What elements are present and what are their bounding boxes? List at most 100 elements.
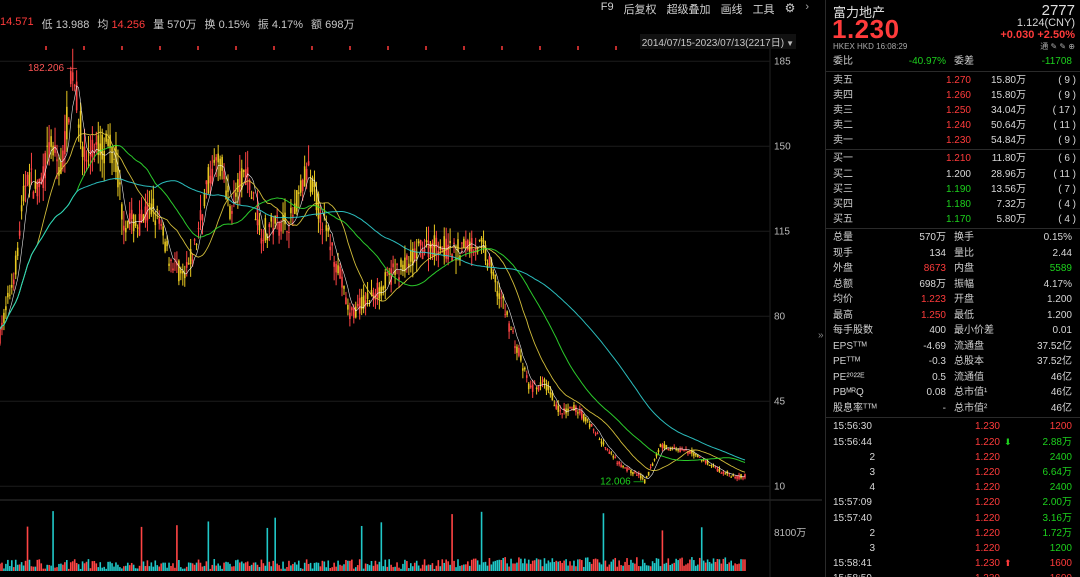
candle-body <box>620 464 622 468</box>
chevron-right-icon[interactable]: › <box>805 1 809 13</box>
candle-body <box>244 169 247 185</box>
candle-body <box>496 291 499 297</box>
bid-row[interactable]: 买一 1.210 11.80万 ( 6 ) <box>826 151 1080 166</box>
candle-body <box>73 85 76 87</box>
bid-row[interactable]: 买三 1.190 13.56万 ( 7 ) <box>826 182 1080 197</box>
candle-body <box>36 181 39 197</box>
candle-body <box>636 474 638 476</box>
ask-label: 卖三 <box>833 104 853 116</box>
volume-bar <box>14 559 17 571</box>
volume-bar <box>492 561 495 571</box>
candle-body <box>681 448 683 451</box>
candle-body <box>435 237 438 248</box>
quick-action-icons[interactable]: 通 ✎ ✎ ⊕ <box>1040 42 1075 51</box>
volume-bar <box>390 564 392 571</box>
menu-adjust[interactable]: 后复权 <box>623 4 657 16</box>
trade-volume: 2.88万 <box>1042 436 1072 448</box>
volume-bar <box>744 559 746 571</box>
volume-bar <box>730 560 733 571</box>
volume-bar <box>254 562 257 571</box>
stat-row: PBᴹᴿQ 0.08 总市值¹ 46亿 <box>826 385 1080 401</box>
date-range-selector[interactable]: 2014/07/15-2023/07/13(2217日) ▼ <box>639 34 796 49</box>
menu-overlay[interactable]: 超级叠加 <box>666 4 711 16</box>
kline-chart[interactable]: 185 150 115 80 45 10 182.206 — 12.006 — 8100万 <box>0 34 822 577</box>
stat-value: 134 <box>929 247 946 259</box>
ask-row[interactable]: 卖二 1.240 50.64万 ( 11 ) <box>826 118 1080 133</box>
trade-time: 2 <box>869 451 875 463</box>
candle-body <box>339 266 341 279</box>
ask-count: ( 9 ) <box>1058 74 1076 86</box>
candle-body <box>600 441 603 444</box>
candle-body <box>215 157 218 161</box>
gear-icon[interactable]: ⚙ <box>784 1 796 15</box>
candle-body <box>726 471 729 474</box>
volume-bar <box>138 565 141 571</box>
stat-value: 0.15% <box>1043 232 1072 244</box>
volume-bar <box>647 565 650 571</box>
candle-body <box>91 139 94 158</box>
menu-tools[interactable]: 工具 <box>752 4 775 16</box>
volume-bar <box>651 561 654 571</box>
candle-body <box>126 221 129 228</box>
volume-bar <box>641 559 644 571</box>
candle-body <box>354 306 357 318</box>
volume-bar <box>374 560 377 571</box>
y-tick-label: 80 <box>774 311 786 322</box>
candle-body <box>541 380 544 382</box>
candle-body <box>569 406 571 408</box>
candle-body <box>54 145 56 153</box>
volume-bar <box>588 561 591 571</box>
candle-body <box>28 172 31 187</box>
volume-bar <box>168 562 170 571</box>
candle-body <box>677 449 679 451</box>
candle-body <box>274 215 276 224</box>
volume-bar <box>296 564 298 571</box>
bid-row[interactable]: 买二 1.200 28.96万 ( 11 ) <box>826 167 1080 182</box>
candle-body <box>687 451 689 454</box>
bid-book: 买一 1.210 11.80万 ( 6 ) 买二 1.200 28.96万 ( 11 ) 买三 1… <box>826 151 1080 227</box>
candle-body <box>93 159 96 161</box>
menu-f9[interactable]: F9 <box>600 1 614 13</box>
volume-bar <box>280 568 282 571</box>
volume-bar <box>144 566 147 571</box>
trade-time: 15:56:30 <box>833 421 872 433</box>
candle-body <box>260 238 263 244</box>
panel-expand-icon[interactable]: » <box>818 330 824 341</box>
bid-row[interactable]: 买四 1.180 7.32万 ( 4 ) <box>826 197 1080 212</box>
volume-bar <box>657 558 660 571</box>
volume-bar <box>510 558 512 571</box>
ask-row[interactable]: 卖四 1.260 15.80万 ( 9 ) <box>826 88 1080 103</box>
candle-body <box>508 323 510 332</box>
volume-bar <box>679 558 681 571</box>
ask-row[interactable]: 卖五 1.270 15.80万 ( 9 ) <box>826 73 1080 88</box>
volume-bar <box>16 564 19 571</box>
volume-bar <box>193 564 196 571</box>
volume-bar <box>130 562 133 571</box>
candle-body <box>671 447 674 449</box>
candle-body <box>449 240 451 244</box>
volume-bar <box>123 566 125 571</box>
volume-bar <box>60 563 62 571</box>
candle-body <box>288 232 290 234</box>
stat-row: 外盘 8673 内盘 5589 <box>826 261 1080 277</box>
ask-row[interactable]: 卖三 1.250 34.04万 ( 17 ) <box>826 103 1080 118</box>
volume-bar <box>370 560 373 571</box>
menu-draw[interactable]: 画线 <box>720 4 743 16</box>
kline-chart-area[interactable]: 185 150 115 80 45 10 182.206 — 12.006 — 8100万 20… <box>0 34 822 577</box>
stat-label: 最低 <box>954 309 974 321</box>
volume-bar <box>132 564 135 571</box>
candle-body <box>651 463 654 466</box>
volume-bar <box>539 559 542 571</box>
volume-bar <box>677 560 679 571</box>
volume-bar <box>246 561 249 571</box>
volume-bar <box>264 565 267 571</box>
volume-bar <box>687 563 689 571</box>
bid-row[interactable]: 买五 1.170 5.80万 ( 4 ) <box>826 212 1080 227</box>
trade-price: 1.220 <box>974 527 1000 539</box>
ask-row[interactable]: 卖一 1.230 54.84万 ( 9 ) <box>826 133 1080 148</box>
volume-bar <box>537 559 540 571</box>
volume-bar <box>124 565 127 571</box>
candle-body <box>71 72 74 81</box>
stock-name: 富力地产 <box>833 5 886 20</box>
candle-body <box>714 466 717 468</box>
